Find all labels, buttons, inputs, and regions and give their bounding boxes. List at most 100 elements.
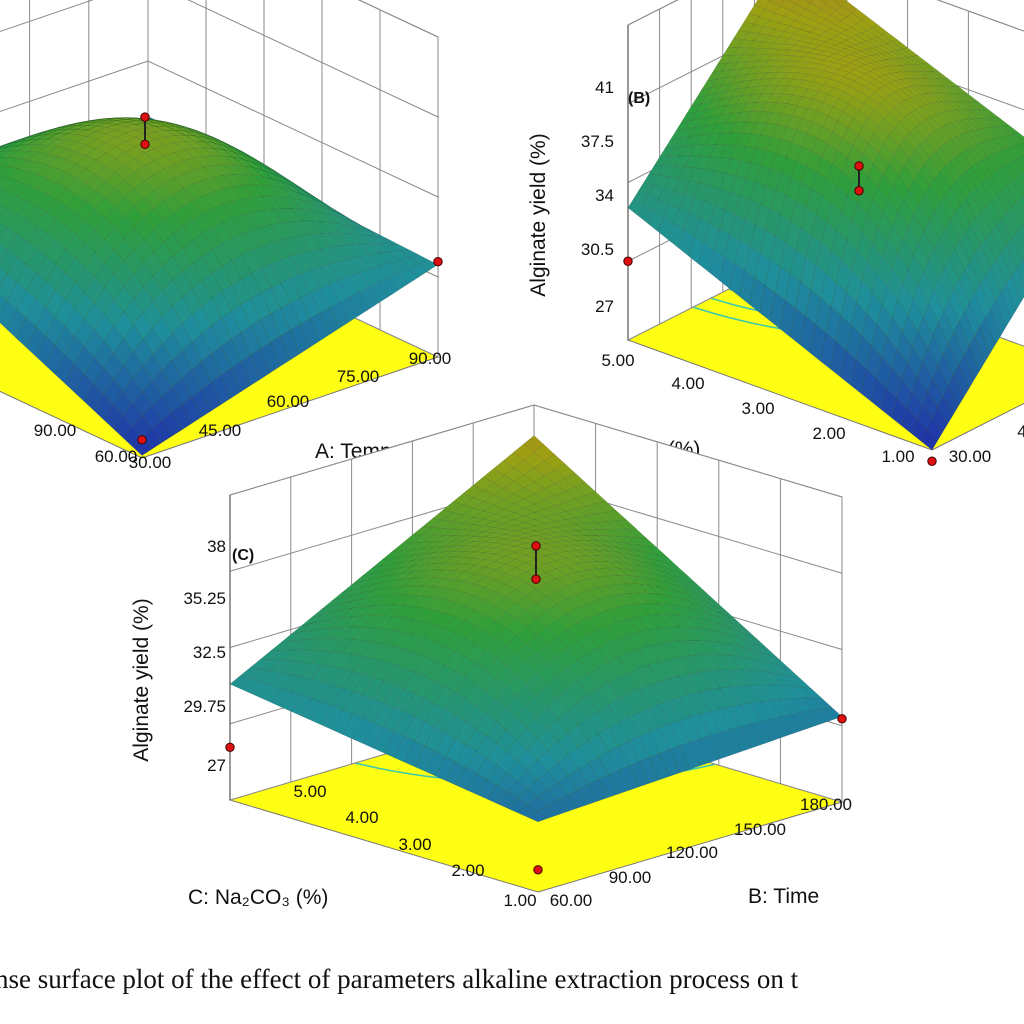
surface-cell <box>638 182 655 196</box>
surface-cell <box>280 277 301 304</box>
surface-cell <box>64 363 85 393</box>
surface-cell <box>873 125 890 144</box>
design-point <box>140 139 150 150</box>
surface-cell <box>587 613 609 631</box>
surface-cell <box>911 418 928 443</box>
surface-cell <box>203 141 224 150</box>
surface-cell <box>637 560 658 571</box>
surface-cell <box>114 151 136 166</box>
surface-cell <box>995 291 1012 328</box>
surface-cell <box>330 209 351 222</box>
surface-cell <box>27 152 48 163</box>
surface-cell <box>66 134 88 143</box>
surface-cell <box>55 225 76 249</box>
surface-cell <box>718 256 735 289</box>
surface-cell <box>956 109 974 120</box>
surface-cell <box>637 570 659 581</box>
surface-cell <box>775 139 793 158</box>
surface-cell <box>984 308 1001 346</box>
surface-cell <box>679 145 696 157</box>
surface-cell <box>0 204 9 220</box>
surface-cell <box>281 187 303 201</box>
surface-cell <box>960 148 977 168</box>
surface-cell <box>513 515 536 523</box>
surface-cell <box>223 145 244 156</box>
surface-cell <box>252 158 273 171</box>
surface-cell <box>648 727 670 754</box>
surface-cell <box>866 242 883 274</box>
surface-cell <box>545 568 568 579</box>
surface-cell <box>719 209 736 236</box>
figure-caption: nse surface plot of the effect of parame… <box>0 958 1024 998</box>
surface-cell <box>192 195 214 214</box>
surface-cell <box>84 329 105 358</box>
surface-cell <box>0 188 9 202</box>
surface-cell <box>837 137 854 159</box>
surface-cell <box>545 532 566 538</box>
surface-cell <box>115 141 136 153</box>
z-tick-label: 29.75 <box>183 697 226 716</box>
surface-cell <box>958 354 975 390</box>
surface-cell <box>945 139 962 157</box>
surface-cell <box>637 555 658 566</box>
design-point <box>531 541 541 551</box>
surface-cell <box>981 156 998 175</box>
surface-cell <box>192 233 213 257</box>
surface-cell <box>544 505 566 515</box>
surface-cell <box>142 326 163 355</box>
surface-cell <box>173 149 195 161</box>
surface-cell <box>678 194 695 214</box>
surface-cell <box>881 285 898 319</box>
surface-cell <box>990 224 1007 254</box>
surface-cell <box>699 735 721 763</box>
surface-cell <box>557 775 579 796</box>
surface-cell <box>822 115 839 133</box>
surface-cell <box>378 277 399 297</box>
surface-cell <box>0 143 10 149</box>
surface-cell <box>990 259 1007 294</box>
surface-cell <box>987 117 1005 127</box>
surface-cell <box>282 175 303 189</box>
surface-cell <box>77 122 97 126</box>
surface-cell <box>598 751 620 776</box>
surface-cell <box>699 654 721 672</box>
surface-cell <box>607 676 630 700</box>
surface-cell <box>272 169 293 183</box>
surface-cell <box>444 650 466 672</box>
panel-label: (C) <box>232 547 254 564</box>
surface-cell <box>840 349 857 386</box>
surface-cell <box>976 159 993 179</box>
y-tick-label: 60.00 <box>550 891 593 910</box>
z-tick-label: 34 <box>595 186 614 205</box>
surface-cell <box>840 29 857 39</box>
surface-cell <box>958 311 975 347</box>
surface-cell <box>545 547 568 554</box>
x-tick-label: 4.00 <box>671 374 704 393</box>
surface-cell <box>241 212 262 231</box>
surface-cell <box>732 47 749 56</box>
surface-cell <box>321 597 342 610</box>
surface-cell <box>555 540 577 547</box>
surface-cell <box>766 112 783 125</box>
surface-cell <box>151 420 172 444</box>
surface-cell <box>301 188 322 202</box>
surface-cell <box>638 756 660 784</box>
y-tick-label: 90.00 <box>34 421 77 440</box>
surface-cell <box>821 178 838 204</box>
surface-cell <box>698 201 716 225</box>
surface-cell <box>351 615 374 628</box>
surface-cell <box>505 602 527 619</box>
surface-cell <box>618 693 640 718</box>
surface-cell <box>402 585 425 596</box>
surface-cell <box>299 318 320 348</box>
surface-cell <box>331 207 351 220</box>
surface-cell <box>545 537 567 543</box>
surface-cell <box>104 188 126 208</box>
surface-cell <box>574 506 597 517</box>
surface-cell <box>708 640 731 656</box>
surface-cell <box>388 272 409 291</box>
surface-cell <box>527 811 549 823</box>
surface-cell <box>804 0 815 4</box>
surface-cell <box>679 694 701 718</box>
